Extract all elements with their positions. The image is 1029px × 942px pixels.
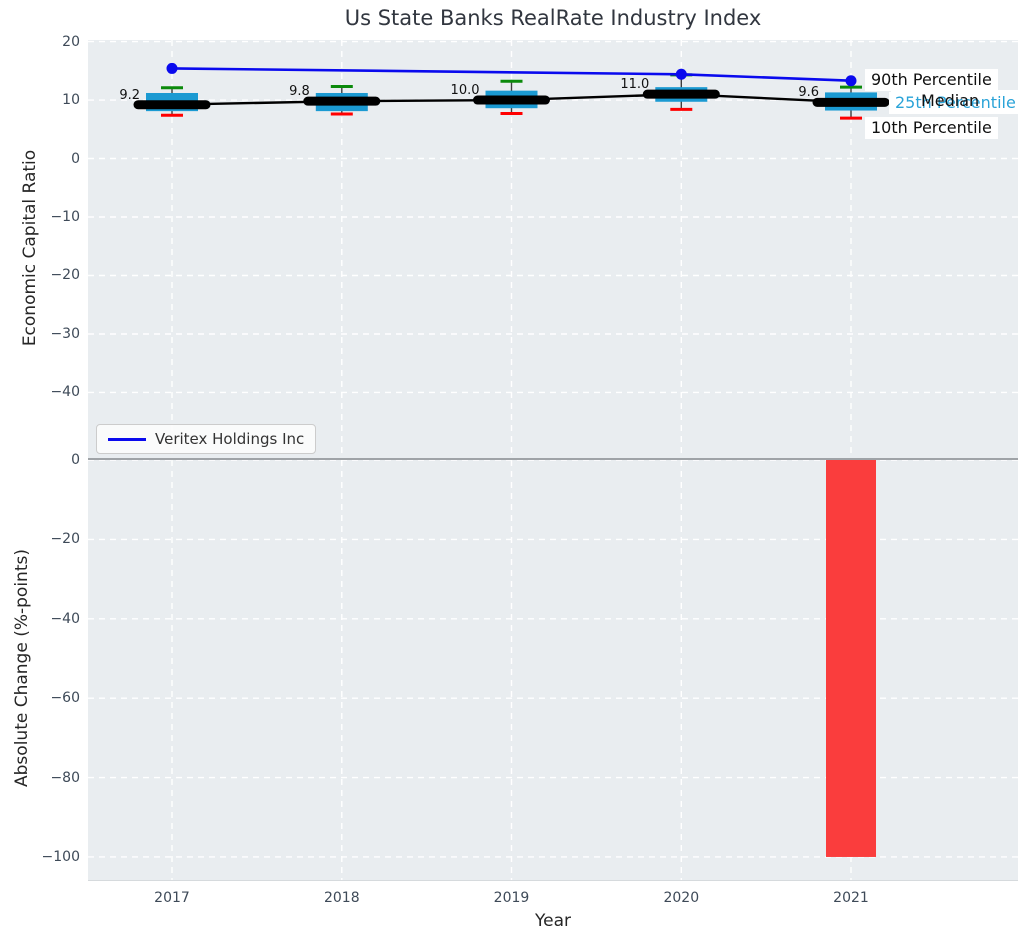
x-tick-label: 2021 [833, 890, 869, 906]
x-tick-label: 2017 [154, 890, 190, 906]
median-value-label: 9.8 [289, 84, 310, 100]
median-value-label: 10.0 [450, 83, 480, 98]
percentile-annotation: 10th Percentile [865, 117, 998, 139]
top-y-axis-title: Economic Capital Ratio [20, 149, 40, 347]
x-axis-title: Year [535, 911, 571, 931]
y-tick-label: −20 [50, 531, 80, 548]
y-tick-label: 20 [62, 33, 80, 50]
legend-label: Veritex Holdings Inc [155, 430, 305, 448]
percentile-annotation: 25th Percentile [889, 92, 1022, 114]
y-tick-label: −80 [50, 769, 80, 786]
bottom-y-axis-title: Absolute Change (%-points) [12, 549, 32, 787]
chart-title: Us State Banks RealRate Industry Index [344, 6, 762, 30]
top-plot-canvas [88, 40, 1018, 458]
company-marker [166, 62, 178, 74]
y-tick-label: −60 [50, 690, 80, 707]
company-marker [675, 68, 687, 80]
y-tick-label: −30 [50, 325, 80, 342]
x-tick-label: 2018 [323, 890, 360, 906]
median-value-label: 9.2 [119, 87, 140, 103]
percentile-annotation: 90th Percentile [865, 69, 998, 91]
y-tick-label: −40 [50, 384, 80, 401]
bottom-plot-area [88, 460, 1018, 881]
company-marker [845, 75, 857, 87]
y-tick-label: −10 [50, 209, 80, 225]
median-value-label: 11.0 [620, 77, 650, 93]
subplot-divider [88, 458, 1018, 460]
median-value-label: 9.6 [798, 85, 819, 101]
y-tick-label: −20 [50, 267, 80, 284]
legend-line-sample [108, 437, 146, 441]
y-tick-label: 0 [71, 452, 80, 468]
top-plot-area [88, 40, 1018, 458]
y-tick-label: 10 [62, 92, 80, 108]
bottom-plot-canvas [88, 460, 1018, 880]
change-bar [826, 460, 876, 857]
legend: Veritex Holdings Inc [96, 424, 317, 454]
y-tick-label: 0 [71, 150, 80, 167]
y-tick-label: −100 [41, 848, 80, 865]
percentile-annotation: Median [921, 91, 980, 110]
x-tick-label: 2019 [493, 890, 530, 906]
y-tick-label: −40 [50, 610, 80, 627]
x-tick-label: 2020 [663, 890, 700, 906]
